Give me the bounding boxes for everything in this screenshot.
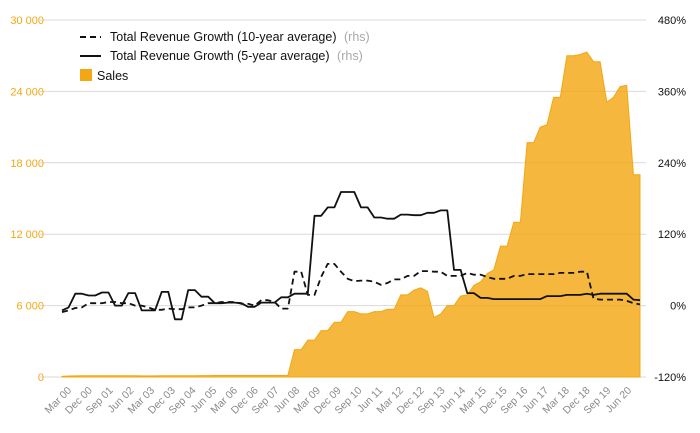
growth-lines-layer [61,191,641,321]
left-axis-ticks: 30 000 24 000 18 000 12 000 6 000 0 [10,15,44,384]
svg-text:Total Revenue Growth (10-year: Total Revenue Growth (10-year average) (… [110,30,370,44]
svg-text:Total Revenue Growth (5-year a: Total Revenue Growth (5-year average) (r… [110,49,363,63]
legend-suffix-10yr: (rhs) [344,30,370,44]
sales-area-layer [61,51,641,378]
left-tick-label: 0 [38,372,44,384]
left-tick-label: 18 000 [10,158,44,170]
legend-entry-5yr: Total Revenue Growth (5-year average) (r… [80,49,363,63]
right-tick-label: 120% [658,229,686,241]
left-tick-label: 24 000 [10,86,44,98]
right-axis-ticks: 480% 360% 240% 120% 0% -120% [654,15,686,384]
growth-5yr-line [61,191,641,321]
svg-text:Sales: Sales [97,69,128,83]
right-tick-label: 480% [658,15,686,27]
right-tick-label: -120% [654,372,686,384]
left-tick-label: 6 000 [16,301,44,313]
legend-suffix-5yr: (rhs) [337,49,363,63]
legend: Total Revenue Growth (10-year average) (… [80,30,370,83]
legend-swatch-sales [80,69,92,81]
left-tick-label: 12 000 [10,229,44,241]
sales-area [61,51,641,378]
growth-10yr-line [61,263,641,313]
left-tick-label: 30 000 [10,15,44,27]
legend-entry-sales: Sales [80,69,128,83]
legend-label-5yr: Total Revenue Growth (5-year average) [110,49,330,63]
legend-label-10yr: Total Revenue Growth (10-year average) [110,30,337,44]
legend-label-sales: Sales [97,69,128,83]
legend-entry-10yr: Total Revenue Growth (10-year average) (… [80,30,370,44]
right-tick-label: 240% [658,158,686,170]
right-tick-label: 360% [658,86,686,98]
right-tick-label: 0% [670,301,686,313]
